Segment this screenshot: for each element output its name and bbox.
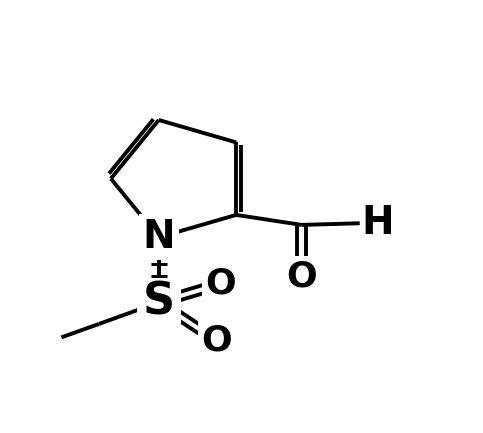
Text: O: O	[205, 267, 236, 301]
Text: H: H	[362, 204, 394, 242]
Text: O: O	[201, 324, 232, 358]
Text: O: O	[286, 260, 317, 294]
Text: S: S	[142, 281, 175, 324]
Text: N: N	[142, 218, 175, 256]
